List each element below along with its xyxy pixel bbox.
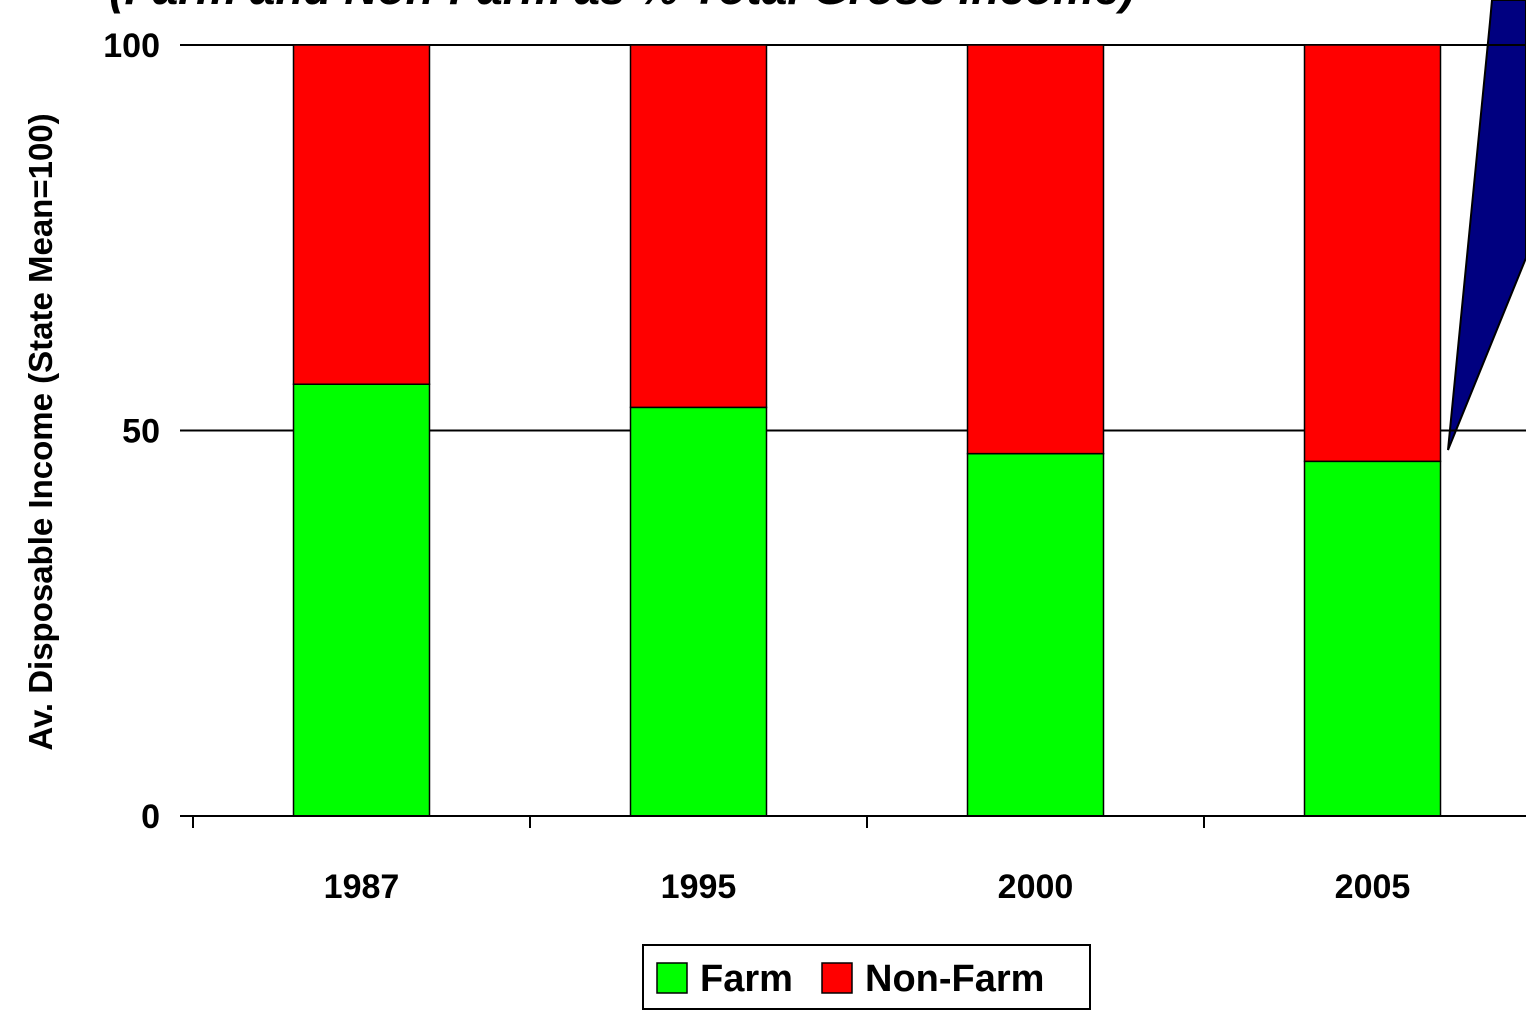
legend-label: Farm xyxy=(700,958,793,1000)
bar-segment xyxy=(1303,44,1442,463)
y-tick-label: 50 xyxy=(122,413,160,451)
callout-shape xyxy=(1447,0,1526,451)
chart-title: (Farm and Non-Farm as % Total Gross Inco… xyxy=(109,0,1135,14)
x-tick-label: 2005 xyxy=(1335,868,1411,906)
bar-segment xyxy=(292,44,431,385)
bar-segment xyxy=(1303,460,1442,817)
bar-segment xyxy=(629,406,768,817)
y-tick-label: 100 xyxy=(103,27,160,65)
bar-segment xyxy=(629,44,768,409)
legend xyxy=(642,944,1091,1010)
x-tick-label: 1987 xyxy=(324,868,400,906)
y-axis-label: Av. Disposable Income (State Mean=100) xyxy=(22,113,59,750)
bar-segment xyxy=(966,44,1105,455)
bar-segment xyxy=(966,452,1105,817)
legend-swatch xyxy=(656,962,688,994)
y-tick-label: 0 xyxy=(141,798,160,836)
legend-label: Non-Farm xyxy=(865,958,1044,1000)
x-tick-label: 2000 xyxy=(998,868,1074,906)
legend-box xyxy=(642,944,1091,1010)
x-tick-label: 1995 xyxy=(661,868,737,906)
legend-swatch xyxy=(821,962,853,994)
bar-segment xyxy=(292,383,431,817)
